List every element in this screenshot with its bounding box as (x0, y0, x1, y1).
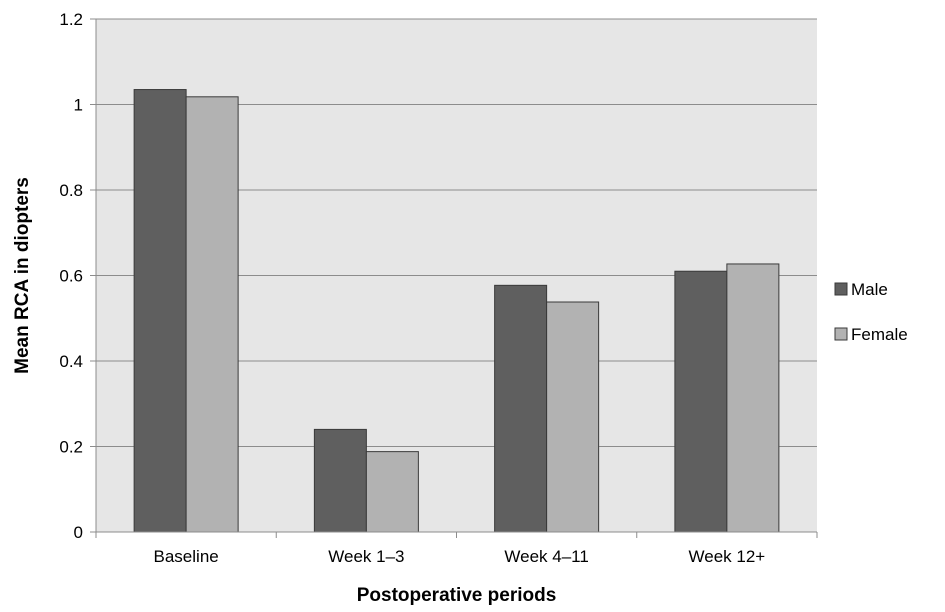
legend: Male Female (834, 280, 908, 344)
y-tick-label: 0.6 (59, 267, 83, 286)
bar-male-0 (133, 89, 187, 533)
bar-male-2 (494, 284, 548, 533)
bar-female-1 (365, 451, 419, 533)
x-axis-ticks: Baseline Week 1–3 Week 4–11 Week 12+ (95, 532, 818, 566)
legend-label-female: Female (851, 325, 908, 344)
y-tick-label: 1.2 (59, 10, 83, 29)
y-tick-label: 0.8 (59, 181, 83, 200)
bar-female-3 (726, 263, 780, 533)
bar-female-0 (185, 96, 239, 533)
y-axis-ticks: 0 0.2 0.4 0.6 0.8 1 1.2 (59, 10, 96, 542)
x-tick-label: Week 1–3 (328, 547, 404, 566)
x-tick-label: Week 4–11 (504, 547, 588, 566)
legend-swatch-male (834, 282, 848, 296)
y-tick-label: 0.4 (59, 352, 83, 371)
y-tick-label: 0.2 (59, 438, 83, 457)
legend-swatch-female (834, 327, 848, 341)
x-tick-label: Baseline (154, 547, 219, 566)
y-tick-label: 0 (74, 523, 83, 542)
legend-label-male: Male (851, 280, 888, 299)
y-tick-label: 1 (74, 96, 83, 115)
bars (133, 89, 780, 533)
x-tick-label: Week 12+ (689, 547, 766, 566)
bar-male-3 (674, 270, 728, 533)
bar-female-2 (546, 301, 600, 533)
y-axis-title: Mean RCA in diopters (12, 177, 33, 374)
x-axis-title: Postoperative periods (357, 585, 557, 606)
bar-male-1 (313, 428, 367, 533)
